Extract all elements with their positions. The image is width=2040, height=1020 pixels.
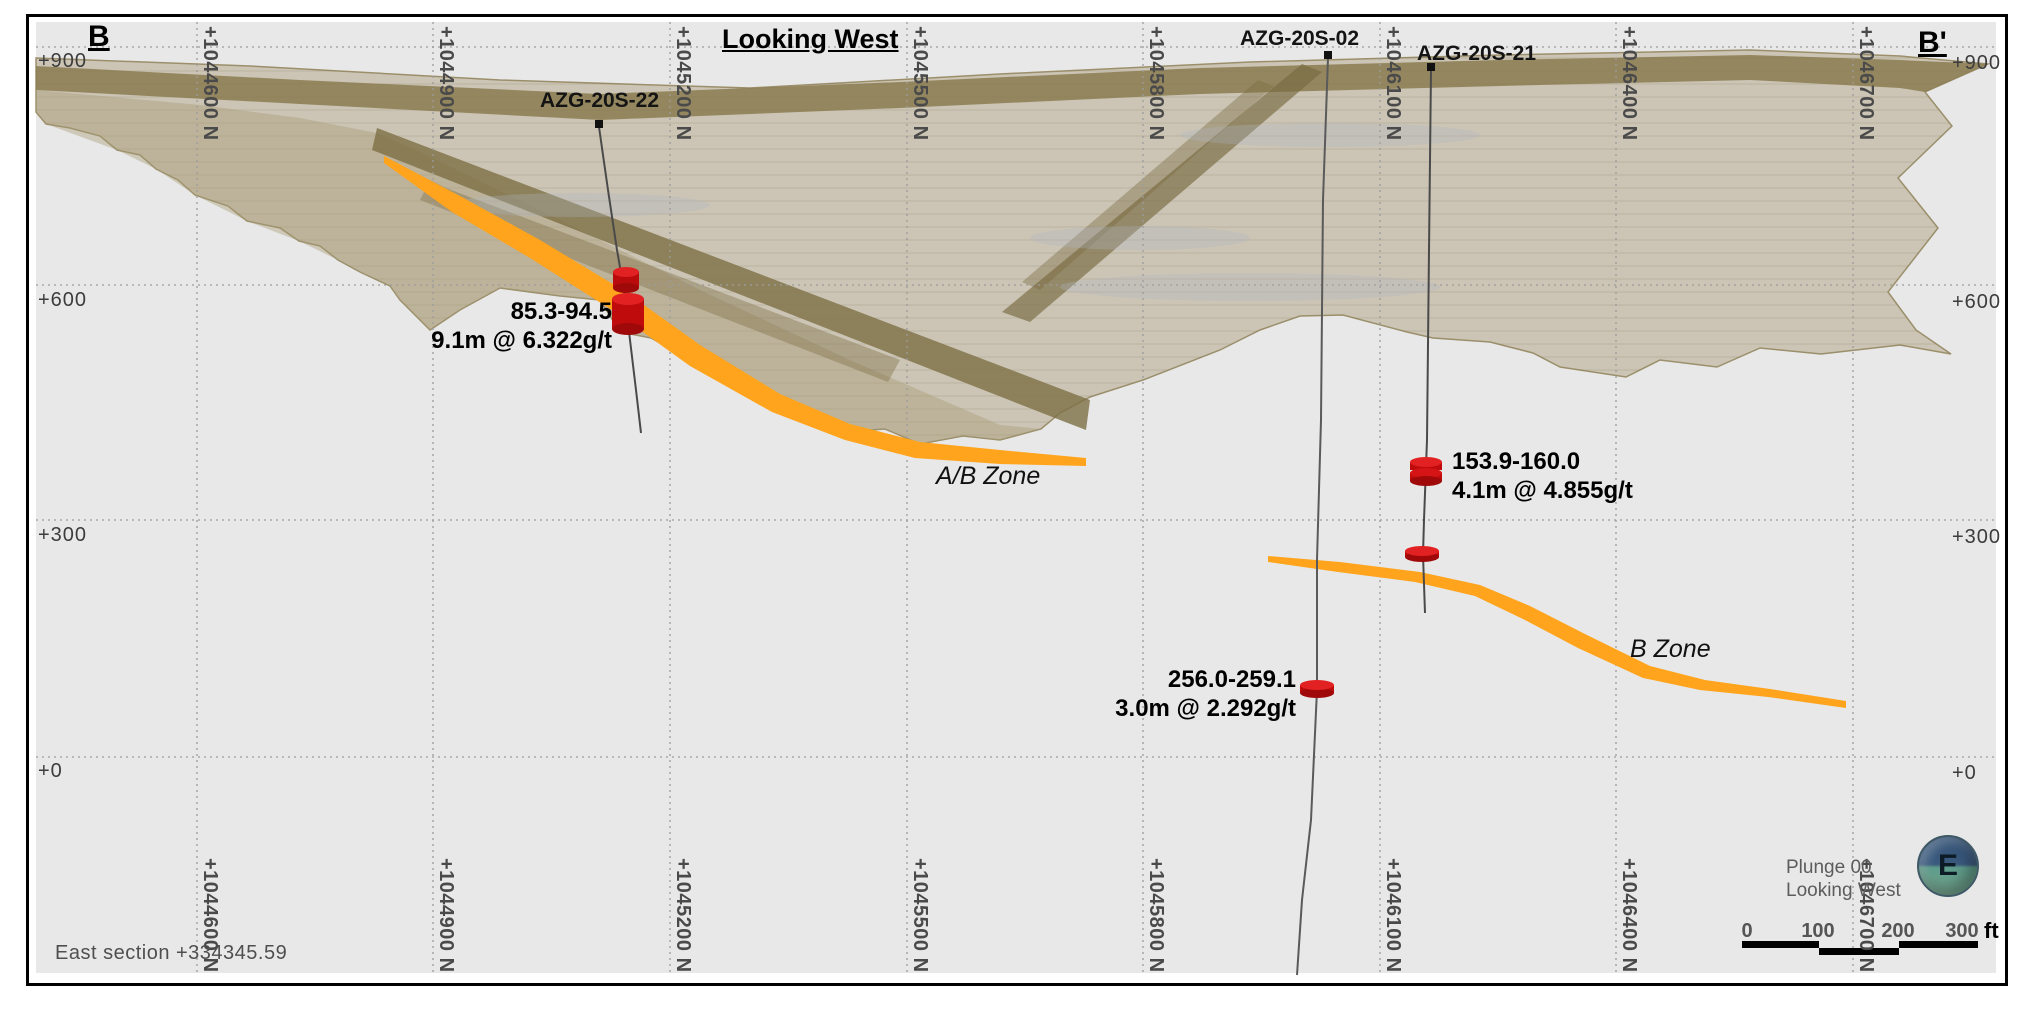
elevation-label-right-300: +300 [1952,526,2002,548]
view-plunge: Plunge 00 [1786,857,1872,878]
assay-grade: 4.1m @ 4.855g/t [1452,477,1633,504]
collar-azg-20s-22 [595,120,603,128]
elevation-label-left-0: +0 [38,760,63,782]
scale-tick-0: 0 [1741,920,1753,942]
drill-trace-azg-20s-02[interactable] [1296,57,1329,976]
section-end-label-b-prime: B' [1918,26,1947,59]
collar-label-azg-20s-02: AZG-20S-02 [1240,27,1360,50]
b-zone-ribbon[interactable] [1268,556,1846,708]
northing-label-bottom-1045200: +1045200 N [672,858,694,973]
elevation-label-right-900: +900 [1952,52,2002,74]
valley-wall-band [1002,64,1322,322]
compass-east-letter: E [1937,849,1958,882]
bench-band-left-2 [420,180,900,382]
collar-azg-20s-02 [1324,51,1332,59]
intercept-azg-20s-02[interactable] [1300,680,1334,698]
section-border [26,14,2008,986]
northing-label-bottom-1045500: +1045500 N [909,858,931,973]
northing-label-top-1045800: +1045800 N [1145,26,1167,141]
northing-label-top-1044900: +1044900 N [435,26,457,141]
collar-label-azg-20s-22: AZG-20S-22 [540,89,660,112]
scale-tick-100: 100 [1801,920,1835,942]
assay-annotation-azg-20s-22: 85.3-94.5 9.1m @ 6.322g/t [362,297,612,355]
pit-slope-shading [36,90,1041,444]
assay-grade: 3.0m @ 2.292g/t [1115,695,1296,722]
view-info: Plunge 00 Looking West [1786,856,1901,902]
surface-shadow-smudges [450,123,1480,301]
collar-azg-20s-21 [1427,63,1435,71]
northing-label-top-1046400: +1046400 N [1618,26,1640,141]
northing-label-bottom-1046400: +1046400 N [1618,858,1640,973]
assay-interval: 153.9-160.0 [1452,448,1581,475]
elevation-label-left-300: +300 [38,524,88,546]
assay-annotation-azg-20s-02: 256.0-259.1 3.0m @ 2.292g/t [1046,665,1296,723]
surface-top-band [36,55,1988,120]
view-direction: Looking West [1786,880,1901,901]
scale-bar [1742,941,1978,955]
assay-intercepts[interactable] [612,267,1442,698]
terrain-surface[interactable] [35,49,1989,445]
elevation-label-right-600: +600 [1952,291,2002,313]
scale-tick-300: 300 [1945,920,1979,942]
assay-grade: 9.1m @ 6.322g/t [431,327,612,354]
assay-annotation-azg-20s-21: 153.9-160.0 4.1m @ 4.855g/t [1452,447,1633,505]
valley-wall-band-2 [1022,80,1274,290]
northing-label-top-1046700: +1046700 N [1855,26,1877,141]
scale-tick-200: 200 [1881,920,1915,942]
scale-unit: ft [1984,918,1999,943]
assay-interval: 85.3-94.5 [510,298,612,325]
section-easting-note: East section +334345.59 [55,942,288,964]
ab-zone-label: A/B Zone [936,462,1041,490]
elevation-label-left-900: +900 [38,50,88,72]
elevation-label-left-600: +600 [38,289,88,311]
section-title: Looking West [722,24,899,54]
b-zone-label: B Zone [1630,635,1711,663]
intercept-azg-20s-22[interactable] [612,267,644,335]
intercept-azg-20s-21[interactable] [1410,457,1442,486]
northing-label-top-1045200: +1045200 N [672,26,694,141]
northing-label-top-1046100: +1046100 N [1382,26,1404,141]
northing-label-bottom-1046100: +1046100 N [1382,858,1404,973]
northing-label-top-1045500: +1045500 N [909,26,931,141]
section-end-label-b: B [88,20,110,53]
northing-label-top-1044600: +1044600 N [199,26,221,141]
grid-lines [36,22,1996,972]
collar-label-azg-20s-21: AZG-20S-21 [1417,42,1537,65]
compass-orientation-ball[interactable]: E [1917,835,1979,897]
bench-band-left [372,128,1090,430]
northing-label-bottom-1045800: +1045800 N [1145,858,1167,973]
elevation-label-right-0: +0 [1952,762,1977,784]
assay-interval: 256.0-259.1 [1167,666,1296,693]
intercept-azg-20s-21-lower[interactable] [1405,546,1439,562]
northing-label-bottom-1044900: +1044900 N [435,858,457,973]
